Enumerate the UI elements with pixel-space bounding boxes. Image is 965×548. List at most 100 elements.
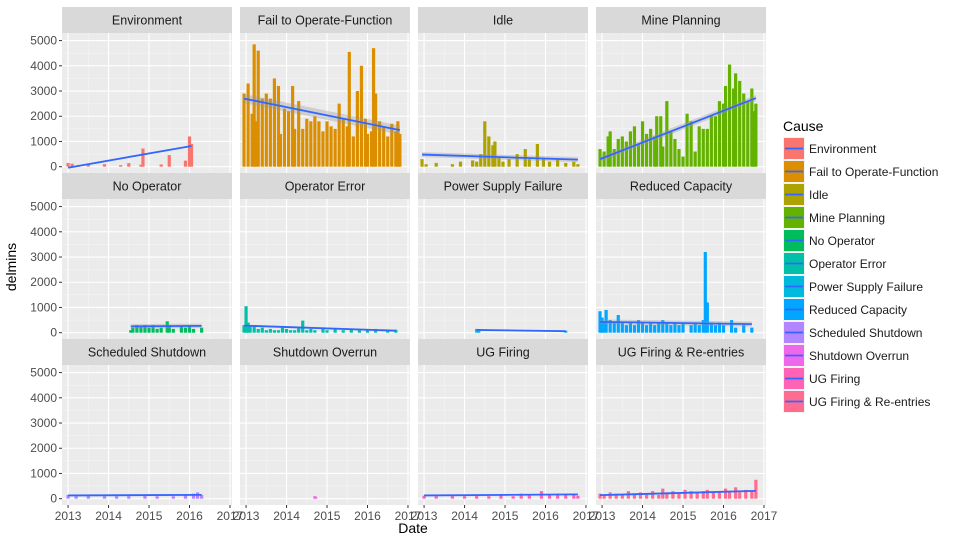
bar <box>713 116 718 167</box>
bar <box>139 164 143 167</box>
bar <box>572 493 576 499</box>
panel-background <box>418 199 588 339</box>
bar <box>632 325 637 333</box>
bar <box>135 325 139 333</box>
panel-background <box>240 365 410 505</box>
bar <box>651 491 655 499</box>
bar <box>246 83 250 167</box>
bar <box>620 136 624 167</box>
legend-label: Environment <box>809 142 877 156</box>
y-tick-label: 4000 <box>30 59 57 73</box>
bar <box>600 317 604 333</box>
bar <box>189 143 194 167</box>
bar <box>373 93 378 167</box>
bar <box>141 148 145 167</box>
bar <box>260 327 264 333</box>
bar <box>325 330 329 333</box>
y-tick-label: 5000 <box>30 366 57 380</box>
bar <box>711 492 715 499</box>
bar <box>288 330 293 333</box>
bar <box>602 494 606 499</box>
bar <box>697 325 701 333</box>
bar <box>102 164 107 167</box>
panel-background <box>62 365 232 505</box>
bar <box>547 161 552 167</box>
bar <box>703 251 707 333</box>
bar <box>738 80 742 167</box>
facet-strip-label: No Operator <box>113 180 182 194</box>
bar <box>477 330 481 333</box>
panel-background <box>418 33 588 173</box>
bar <box>187 136 192 167</box>
legend-label: Idle <box>809 188 829 202</box>
bar <box>640 121 645 167</box>
facet-strip <box>418 7 588 33</box>
x-tick-label: 2017 <box>573 509 600 523</box>
x-tick-label: 2016 <box>710 509 737 523</box>
bar <box>314 497 318 499</box>
bar <box>345 126 349 167</box>
bar <box>685 113 689 167</box>
bar <box>734 327 738 333</box>
panel-background <box>62 199 232 339</box>
legend-item: Idle <box>783 183 829 206</box>
trend-line <box>67 145 192 169</box>
bar <box>598 493 602 499</box>
bar <box>434 496 438 499</box>
bar <box>284 328 289 333</box>
y-tick-label: 5000 <box>30 34 57 48</box>
bar <box>86 164 90 167</box>
bar <box>183 327 188 333</box>
bar <box>349 328 353 333</box>
bar <box>282 108 287 167</box>
bar <box>159 164 163 167</box>
bar <box>723 85 728 167</box>
bar <box>313 330 317 333</box>
y-tick-label: 3000 <box>30 416 57 430</box>
facet-panel: Idle <box>418 7 588 173</box>
panel-background <box>240 199 410 339</box>
bar <box>608 131 612 167</box>
bar <box>606 136 610 167</box>
bar <box>386 136 390 167</box>
bar <box>268 328 272 333</box>
facet-strip <box>240 339 410 365</box>
bar <box>390 123 394 167</box>
bar <box>450 164 455 167</box>
bar <box>602 322 606 333</box>
x-tick-label: 2016 <box>354 509 381 523</box>
bar <box>487 496 491 499</box>
bar <box>272 330 277 333</box>
bar <box>717 491 722 499</box>
legend-label: Reduced Capacity <box>809 303 907 317</box>
bar <box>286 111 291 167</box>
bar <box>309 121 313 167</box>
bar <box>143 325 147 333</box>
bar <box>721 103 726 167</box>
bar <box>499 494 503 499</box>
x-tick-label: 2017 <box>395 509 422 523</box>
bar <box>612 322 616 333</box>
trend-line <box>600 320 752 326</box>
bar <box>305 118 309 167</box>
bar <box>131 327 135 333</box>
bar <box>519 493 523 499</box>
trend-line <box>68 494 202 497</box>
bar <box>632 493 637 499</box>
bar <box>359 65 364 167</box>
y-tick-label: 2000 <box>30 109 57 123</box>
bar <box>644 325 649 333</box>
legend-label: UG Firing & Re-entries <box>809 395 930 409</box>
trend-line <box>476 329 566 333</box>
bar <box>264 93 268 167</box>
facet-strip-label: Power Supply Failure <box>444 180 563 194</box>
bar <box>598 149 602 167</box>
bar <box>727 491 732 499</box>
bar <box>396 121 400 167</box>
bar <box>616 315 620 333</box>
bar <box>191 493 196 499</box>
bar <box>572 161 576 167</box>
bar <box>628 131 633 167</box>
